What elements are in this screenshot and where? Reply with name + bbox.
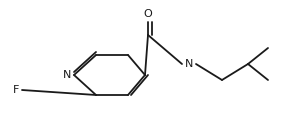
Text: F: F xyxy=(13,85,19,95)
Text: O: O xyxy=(144,9,153,19)
Text: N: N xyxy=(63,70,71,80)
Text: N: N xyxy=(185,59,193,69)
